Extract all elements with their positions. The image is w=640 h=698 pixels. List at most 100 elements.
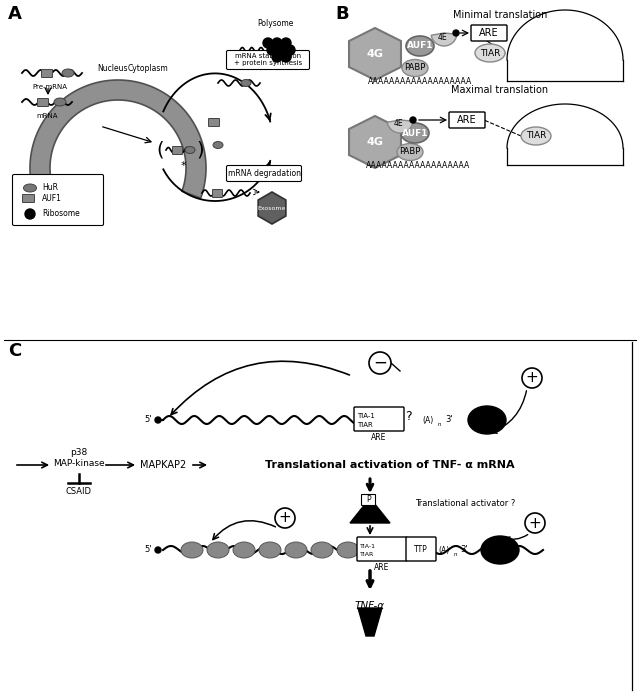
Ellipse shape: [468, 406, 506, 434]
Circle shape: [155, 417, 161, 423]
Text: PABP: PABP: [404, 64, 426, 73]
Text: ARE: ARE: [371, 433, 387, 442]
Text: C: C: [8, 342, 21, 360]
Text: Pre-mRNA: Pre-mRNA: [33, 84, 67, 90]
Circle shape: [155, 547, 161, 553]
FancyBboxPatch shape: [357, 537, 407, 561]
Wedge shape: [431, 33, 457, 46]
Text: (A): (A): [438, 546, 449, 554]
Ellipse shape: [406, 36, 434, 56]
Circle shape: [267, 45, 277, 55]
Text: PABP: PABP: [399, 147, 420, 156]
Text: −: −: [373, 354, 387, 372]
Text: TIAR: TIAR: [480, 48, 500, 57]
Circle shape: [410, 117, 416, 123]
Circle shape: [25, 209, 35, 219]
Circle shape: [276, 45, 286, 55]
Text: 5': 5': [145, 546, 152, 554]
Text: TIAR: TIAR: [357, 422, 372, 428]
Text: AAAAAAAAAAAAAAAAAAA: AAAAAAAAAAAAAAAAAAA: [366, 161, 470, 170]
Ellipse shape: [481, 536, 519, 564]
Circle shape: [272, 38, 282, 48]
Text: Polysome: Polysome: [257, 19, 293, 28]
Text: MAPKAP2: MAPKAP2: [140, 460, 186, 470]
Text: TIAR: TIAR: [360, 553, 374, 558]
Text: Translational activation of TNF- α mRNA: Translational activation of TNF- α mRNA: [265, 460, 515, 470]
Polygon shape: [350, 498, 390, 523]
Text: Exosome: Exosome: [258, 205, 286, 211]
FancyBboxPatch shape: [209, 119, 220, 126]
Polygon shape: [349, 116, 401, 168]
Text: ): ): [196, 140, 204, 160]
Ellipse shape: [311, 542, 333, 558]
Text: 4E: 4E: [393, 119, 403, 128]
Text: HuR: HuR: [42, 184, 58, 193]
Text: TIA-1: TIA-1: [360, 544, 376, 549]
Text: CSAID: CSAID: [66, 487, 92, 496]
Ellipse shape: [54, 98, 66, 106]
Polygon shape: [358, 608, 382, 636]
Text: mRNA stabilization
+ protein synthesis: mRNA stabilization + protein synthesis: [234, 54, 302, 66]
FancyBboxPatch shape: [362, 494, 376, 505]
Ellipse shape: [475, 44, 505, 62]
Ellipse shape: [24, 184, 36, 192]
Text: +: +: [529, 516, 541, 530]
Text: ARE: ARE: [479, 28, 499, 38]
Circle shape: [281, 52, 291, 62]
FancyBboxPatch shape: [38, 98, 49, 107]
Text: mRNA: mRNA: [36, 113, 58, 119]
Ellipse shape: [397, 144, 423, 161]
Ellipse shape: [185, 147, 195, 154]
Text: A: A: [8, 5, 22, 23]
Text: (A): (A): [422, 415, 433, 424]
Ellipse shape: [241, 80, 251, 87]
Text: Cytoplasm: Cytoplasm: [127, 64, 168, 73]
Ellipse shape: [207, 542, 229, 558]
Ellipse shape: [521, 127, 551, 145]
Circle shape: [275, 508, 295, 528]
Text: B: B: [335, 5, 349, 23]
Text: TTP: TTP: [414, 544, 428, 554]
Text: (: (: [156, 140, 164, 160]
Text: AUF1: AUF1: [42, 194, 62, 203]
Circle shape: [525, 513, 545, 533]
FancyBboxPatch shape: [449, 112, 485, 128]
Polygon shape: [349, 28, 401, 80]
Ellipse shape: [213, 142, 223, 149]
Ellipse shape: [181, 542, 203, 558]
Text: mRNA degradation: mRNA degradation: [227, 169, 301, 178]
Text: TIA-1: TIA-1: [357, 413, 375, 419]
Text: p38
MAP-kinase: p38 MAP-kinase: [53, 448, 105, 468]
Circle shape: [272, 52, 282, 62]
Wedge shape: [387, 120, 413, 133]
Text: n: n: [437, 422, 440, 426]
Text: ARE: ARE: [374, 563, 390, 572]
Circle shape: [369, 352, 391, 374]
FancyBboxPatch shape: [42, 70, 52, 77]
Text: TNF-α: TNF-α: [355, 601, 385, 611]
Ellipse shape: [402, 59, 428, 77]
Text: AAAAAAAAAAAAAAAAAAA: AAAAAAAAAAAAAAAAAAA: [368, 77, 472, 85]
Text: 3': 3': [460, 546, 468, 554]
FancyBboxPatch shape: [406, 537, 436, 561]
FancyBboxPatch shape: [471, 25, 507, 41]
Circle shape: [285, 45, 295, 55]
Text: Minimal translation: Minimal translation: [453, 10, 547, 20]
Ellipse shape: [401, 123, 429, 143]
Text: 4G: 4G: [367, 137, 383, 147]
Circle shape: [453, 30, 459, 36]
Text: 3': 3': [445, 415, 452, 424]
FancyBboxPatch shape: [212, 189, 223, 198]
Text: AUF1: AUF1: [402, 128, 428, 138]
Text: Translational activator ?: Translational activator ?: [415, 498, 515, 507]
FancyBboxPatch shape: [173, 147, 182, 154]
Polygon shape: [258, 192, 286, 224]
FancyBboxPatch shape: [22, 195, 35, 202]
Text: Ribosome: Ribosome: [42, 209, 80, 218]
Text: n: n: [453, 551, 456, 556]
Text: ?: ?: [404, 410, 412, 422]
Circle shape: [522, 368, 542, 388]
Text: +: +: [278, 510, 291, 526]
Text: 4G: 4G: [367, 49, 383, 59]
Text: *: *: [180, 161, 186, 171]
